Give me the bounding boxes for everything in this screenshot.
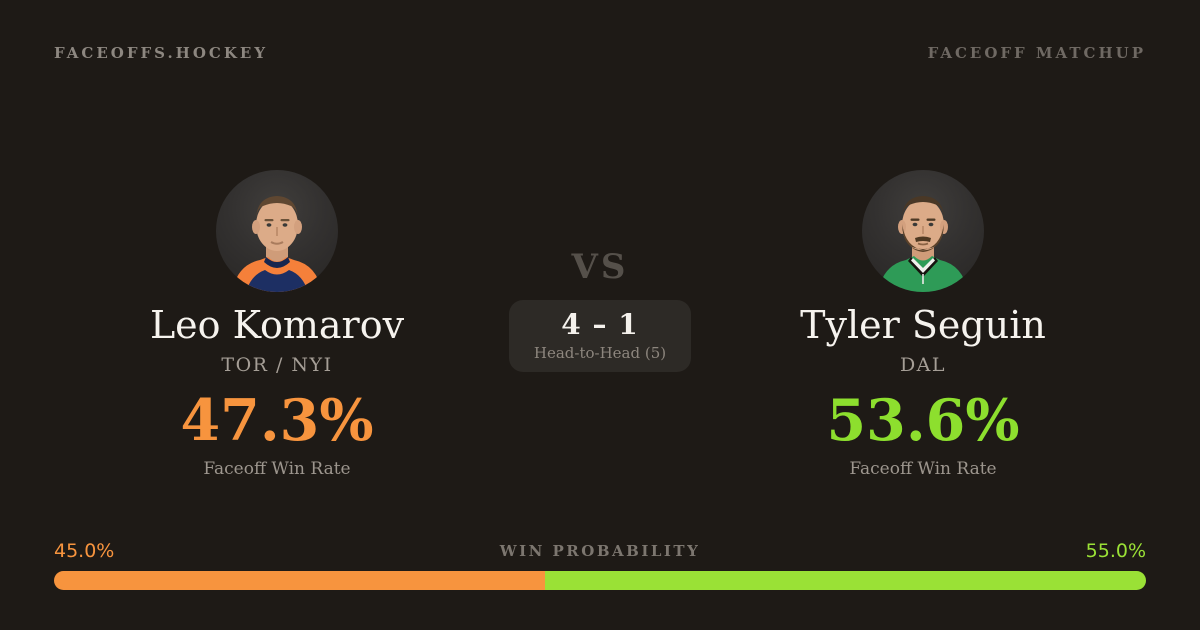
win-probability-right-value: 55.0% (1085, 540, 1146, 562)
win-rate-value-right: 53.6% (826, 386, 1020, 454)
head-to-head-label: Head-to-Head (5) (533, 344, 667, 363)
win-rate-label-left: Faceoff Win Rate (203, 458, 351, 479)
player-avatar-left (216, 170, 338, 292)
player-card-right: Tyler Seguin DAL 53.6% Faceoff Win Rate (700, 170, 1146, 479)
player-team-right: DAL (899, 353, 947, 376)
player-team-left: TOR / NYI (221, 353, 333, 376)
player-avatar-right (862, 170, 984, 292)
vs-label: VS (571, 247, 629, 287)
win-probability-bar-right-segment (545, 571, 1146, 590)
player-name-left: Leo Komarov (149, 303, 405, 347)
win-probability-labels: 45.0% WIN PROBABILITY 55.0% (54, 539, 1146, 563)
player-portrait-seguin (878, 196, 968, 292)
brand-text: FACEOFFS.HOCKEY (54, 44, 269, 62)
win-probability-bar (54, 571, 1146, 590)
matchup-type-label: FACEOFF MATCHUP (927, 44, 1146, 62)
head-to-head-badge: 4 – 1 Head-to-Head (5) (508, 300, 692, 373)
win-probability-section: 45.0% WIN PROBABILITY 55.0% (54, 539, 1146, 590)
center-column: VS 4 – 1 Head-to-Head (5) (500, 170, 700, 373)
player-portrait-komarov (232, 196, 322, 292)
win-probability-title: WIN PROBABILITY (499, 542, 701, 560)
player-card-left: Leo Komarov TOR / NYI 47.3% Faceoff Win … (54, 170, 500, 479)
win-rate-value-left: 47.3% (180, 386, 374, 454)
header-bar: FACEOFFS.HOCKEY FACEOFF MATCHUP (54, 44, 1146, 62)
win-probability-left-value: 45.0% (54, 540, 115, 562)
head-to-head-score: 4 – 1 (561, 308, 639, 341)
matchup-row: Leo Komarov TOR / NYI 47.3% Faceoff Win … (54, 170, 1146, 479)
win-probability-bar-left-segment (54, 571, 546, 590)
player-name-right: Tyler Seguin (800, 303, 1046, 347)
win-rate-label-right: Faceoff Win Rate (849, 458, 997, 479)
